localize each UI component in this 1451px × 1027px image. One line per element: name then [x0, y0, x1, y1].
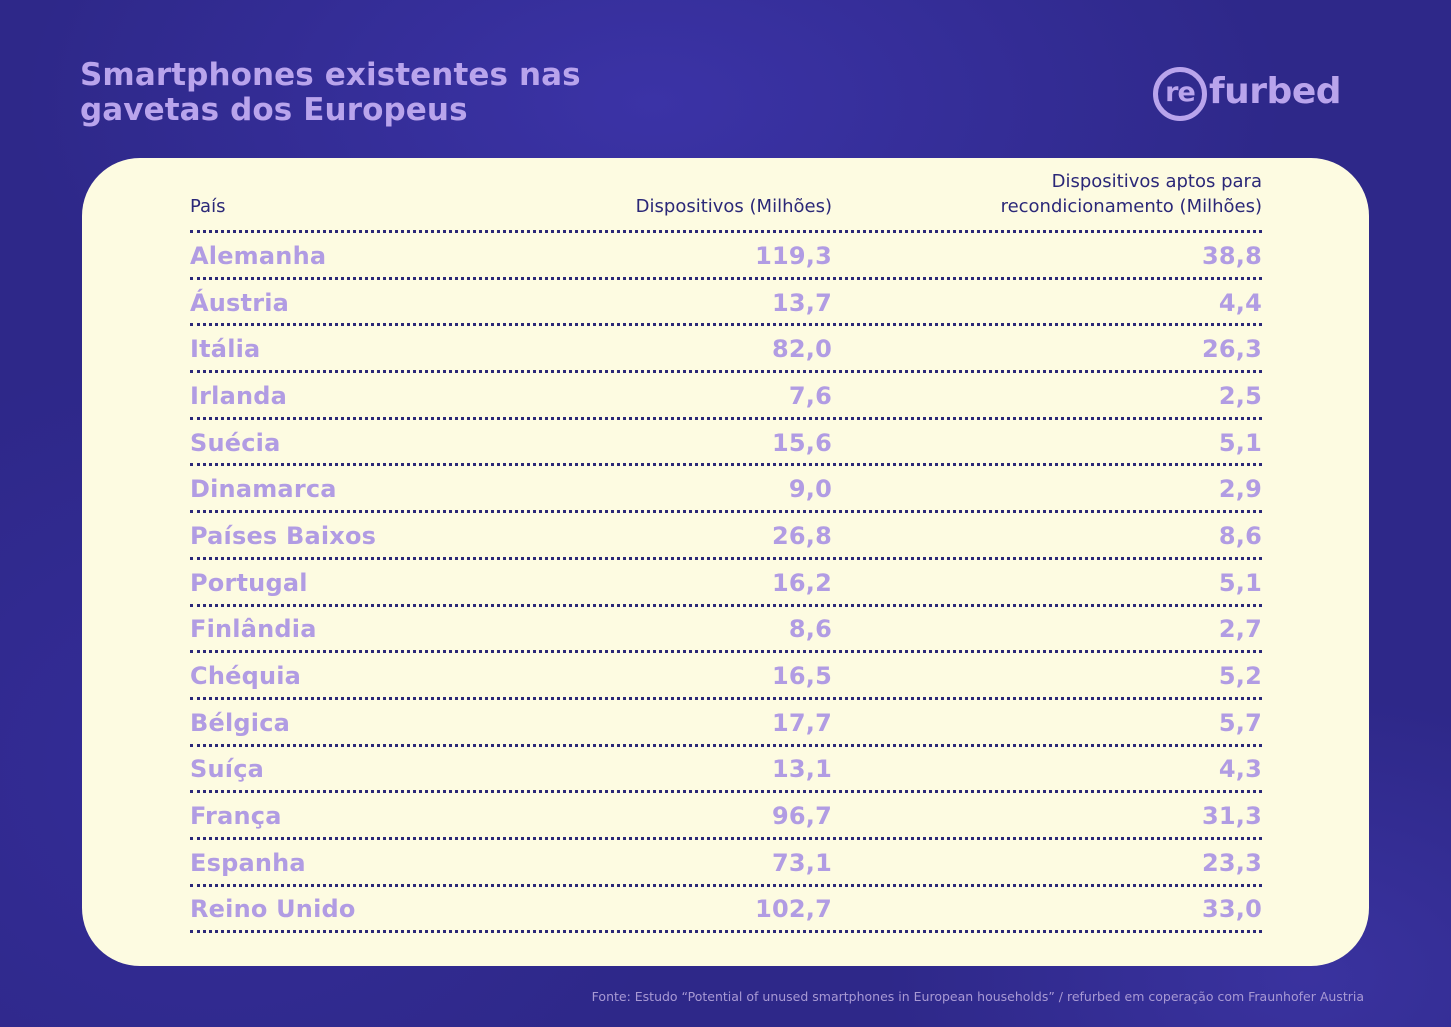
table-header: País Dispositivos (Milhões) Dispositivos… [190, 171, 1262, 233]
page-title-line-1: Smartphones existentes nas [80, 57, 581, 93]
table-row: Alemanha 119,3 38,8 [190, 233, 1262, 280]
refurbishable-cell: 5,7 [1218, 708, 1262, 737]
devices-cell: 16,2 [771, 568, 832, 597]
refurbishable-cell: 2,7 [1218, 615, 1262, 644]
table-row: Países Baixos 26,8 8,6 [190, 513, 1262, 560]
refurbishable-cell: 5,1 [1218, 568, 1262, 597]
country-cell: Suécia [190, 428, 281, 457]
devices-cell: 7,6 [788, 381, 832, 410]
country-cell: Itália [190, 335, 261, 364]
devices-cell: 16,5 [771, 662, 832, 691]
country-cell: Espanha [190, 848, 306, 877]
country-cell: França [190, 802, 282, 831]
page-title: Smartphones existentes nas gavetas dos E… [80, 58, 581, 128]
country-cell: Portugal [190, 568, 308, 597]
logo-ring-icon: re [1153, 67, 1207, 121]
header-refurbishable-line-2: recondicionamento (Milhões) [1000, 196, 1262, 217]
logo-furbed-text: furbed [1209, 71, 1342, 112]
devices-cell: 96,7 [771, 802, 832, 831]
header-refurbishable: Dispositivos aptos para recondicionament… [832, 169, 1262, 219]
refurbishable-cell: 8,6 [1218, 521, 1262, 550]
devices-cell: 8,6 [788, 615, 832, 644]
table-row: Espanha 73,1 23,3 [190, 840, 1262, 887]
table-row: Irlanda 7,6 2,5 [190, 373, 1262, 420]
table-row: Áustria 13,7 4,4 [190, 280, 1262, 327]
header-country: País [190, 196, 226, 217]
table-row: Suécia 15,6 5,1 [190, 420, 1262, 467]
refurbishable-cell: 4,4 [1218, 288, 1262, 317]
table-card [82, 158, 1369, 966]
header-devices: Dispositivos (Milhões) [635, 196, 832, 217]
devices-cell: 82,0 [771, 335, 832, 364]
table-row: Chéquia 16,5 5,2 [190, 653, 1262, 700]
refurbishable-cell: 23,3 [1201, 848, 1262, 877]
header-refurbishable-line-1: Dispositivos aptos para [1051, 171, 1262, 192]
country-cell: Finlândia [190, 615, 317, 644]
refurbishable-cell: 2,5 [1218, 381, 1262, 410]
country-cell: Países Baixos [190, 521, 377, 550]
devices-cell: 26,8 [771, 521, 832, 550]
refurbishable-cell: 33,0 [1201, 895, 1262, 924]
table-row: França 96,7 31,3 [190, 793, 1262, 840]
refurbishable-cell: 38,8 [1201, 241, 1262, 270]
refurbishable-cell: 2,9 [1218, 475, 1262, 504]
country-cell: Áustria [190, 288, 290, 317]
country-cell: Chéquia [190, 662, 302, 691]
table-row: Portugal 16,2 5,1 [190, 560, 1262, 607]
refurbishable-cell: 4,3 [1218, 755, 1262, 784]
table-row: Suíça 13,1 4,3 [190, 747, 1262, 794]
table-row: Finlândia 8,6 2,7 [190, 607, 1262, 654]
table-row: Dinamarca 9,0 2,9 [190, 466, 1262, 514]
country-cell: Irlanda [190, 381, 288, 410]
refurbishable-cell: 5,1 [1218, 428, 1262, 457]
devices-cell: 13,1 [771, 755, 832, 784]
table-row: Itália 82,0 26,3 [190, 326, 1262, 374]
devices-cell: 73,1 [771, 848, 832, 877]
country-cell: Dinamarca [190, 475, 337, 504]
logo-re-text: re [1165, 77, 1196, 108]
country-cell: Alemanha [190, 241, 327, 270]
country-cell: Reino Unido [190, 895, 356, 924]
devices-cell: 13,7 [771, 288, 832, 317]
devices-cell: 9,0 [788, 475, 832, 504]
devices-cell: 15,6 [771, 428, 832, 457]
devices-cell: 17,7 [771, 708, 832, 737]
devices-cell: 119,3 [755, 241, 832, 270]
refurbishable-cell: 5,2 [1218, 662, 1262, 691]
table-row: Bélgica 17,7 5,7 [190, 700, 1262, 747]
refurbishable-cell: 26,3 [1201, 335, 1262, 364]
source-footnote: Fonte: Estudo “Potential of unused smart… [591, 989, 1364, 1004]
country-cell: Suíça [190, 755, 265, 784]
table-body: Alemanha 119,3 38,8 Áustria 13,7 4,4 Itália 82,… [190, 233, 1262, 934]
refurbishable-cell: 31,3 [1201, 802, 1262, 831]
devices-table: País Dispositivos (Milhões) Dispositivos… [190, 171, 1262, 934]
page-title-line-2: gavetas dos Europeus [80, 92, 468, 128]
devices-cell: 102,7 [755, 895, 832, 924]
country-cell: Bélgica [190, 708, 291, 737]
refurbed-logo: re furbed [1153, 62, 1342, 126]
table-row: Reino Unido 102,7 33,0 [190, 887, 1262, 934]
